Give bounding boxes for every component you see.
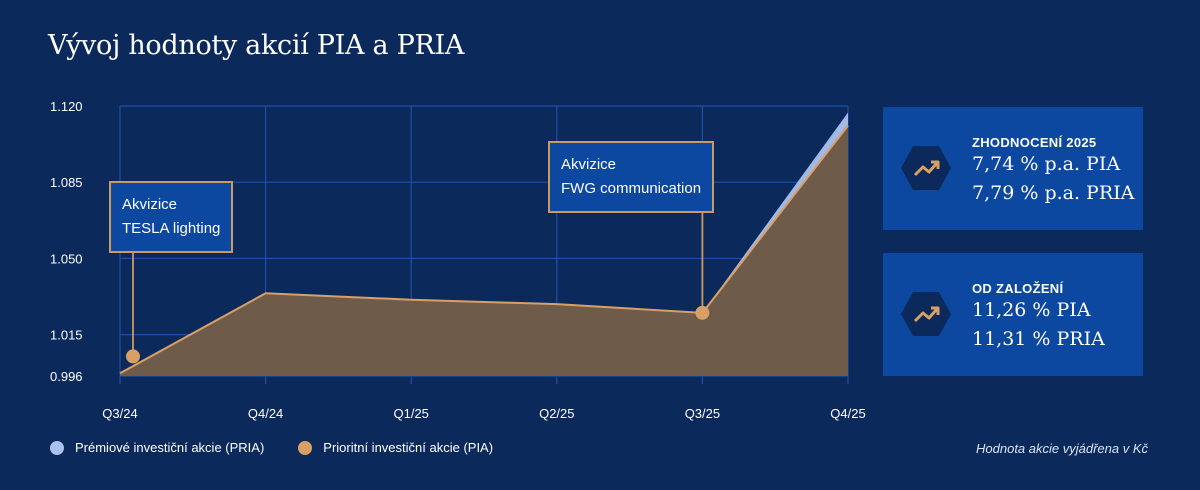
chart-title: Vývoj hodnoty akcií PIA a PRIA [48, 30, 465, 61]
panel-since-inception-pria: 11,31 % PRIA [972, 328, 1105, 350]
x-tick-label: Q4/24 [248, 406, 283, 421]
panel-performance-2025-pia: 7,74 % p.a. PIA [972, 153, 1121, 175]
legend-label-pria: Prémiové investiční akcie (PRIA) [75, 440, 265, 455]
y-tick-label: 1.085 [50, 175, 83, 190]
units-note: Hodnota akcie vyjádřena v Kč [976, 441, 1148, 456]
y-tick-label: 1.015 [50, 328, 83, 343]
annotation-fwg-line1: Akvizice [561, 156, 617, 173]
annotation-tesla-line1: Akvizice [122, 196, 178, 213]
x-tick-label: Q3/25 [685, 406, 720, 421]
annotation-tesla: Akvizice TESLA lighting [109, 181, 234, 253]
y-tick-label: 0.996 [50, 369, 83, 384]
legend-item-pia: Prioritní investiční akcie (PIA) [298, 440, 493, 455]
x-tick-label: Q2/25 [539, 406, 574, 421]
chart-svg: 1.120 1.085 1.050 1.015 0.996 Q3/24 Q4/24 Q1/25… [50, 99, 866, 421]
panel-performance-2025-label: ZHODNOCENÍ 2025 [972, 135, 1097, 150]
legend-label-pia: Prioritní investiční akcie (PIA) [323, 440, 494, 455]
x-tick-label: Q3/24 [102, 406, 137, 421]
y-tick-label: 1.050 [50, 251, 83, 266]
panel-performance-2025-pria: 7,79 % p.a. PRIA [972, 182, 1135, 204]
y-tick-label: 1.120 [50, 99, 83, 114]
panel-since-inception-pia: 11,26 % PIA [972, 299, 1091, 321]
legend-dot-pria [50, 440, 64, 455]
x-tick-label: Q4/25 [830, 406, 865, 421]
legend-dot-pia [298, 440, 313, 455]
trend-up-icon [901, 292, 951, 336]
annotation-fwg: Akvizice FWG communication [548, 141, 715, 213]
trend-up-icon [901, 146, 951, 190]
x-tick-label: Q1/25 [393, 406, 428, 421]
legend-item-pria: Prémiové investiční akcie (PRIA) [50, 440, 264, 455]
series-area-pia [120, 125, 848, 376]
annotation-marker [126, 349, 140, 364]
annotation-tesla-line2: TESLA lighting [122, 220, 221, 237]
series-line-pia [119, 124, 849, 375]
annotation-fwg-line2: FWG communication [561, 180, 702, 197]
panel-performance-2025: ZHODNOCENÍ 2025 7,74 % p.a. PIA 7,79 % p… [883, 107, 1143, 230]
panel-since-inception-label: OD ZALOŽENÍ [972, 281, 1064, 296]
legend: Prémiové investiční akcie (PRIA) Priorit… [50, 440, 527, 455]
annotation-marker [695, 305, 710, 320]
panel-since-inception: OD ZALOŽENÍ 11,26 % PIA 11,31 % PRIA [883, 253, 1143, 376]
